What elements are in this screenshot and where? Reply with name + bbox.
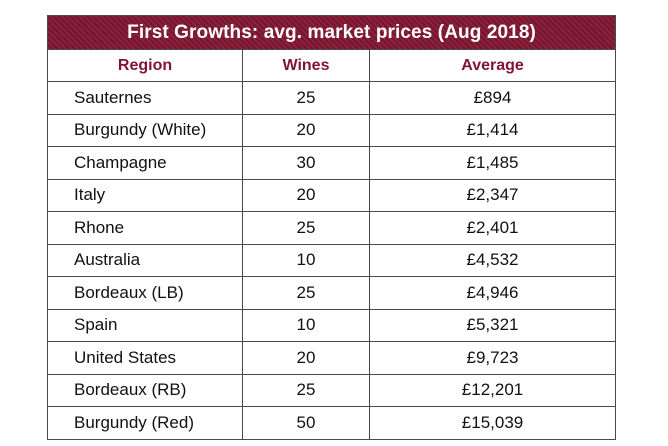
cell-region: Australia bbox=[47, 243, 243, 277]
cell-average: £5,321 bbox=[368, 308, 617, 342]
table-body: Sauternes 25 £894 Burgundy (White) 20 £1,414 C… bbox=[47, 81, 617, 440]
column-header-row: Region Wines Average bbox=[47, 49, 617, 82]
table-row: Australia 10 £4,532 bbox=[47, 243, 617, 277]
table-row: Bordeaux (LB) 25 £4,946 bbox=[47, 276, 617, 310]
table-row: Sauternes 25 £894 bbox=[47, 81, 617, 115]
column-header-region: Region bbox=[47, 49, 243, 82]
cell-average: £2,347 bbox=[368, 178, 617, 212]
cell-wines: 20 bbox=[242, 178, 370, 212]
table-title: First Growths: avg. market prices (Aug 2… bbox=[46, 15, 617, 50]
title-row: First Growths: avg. market prices (Aug 2… bbox=[46, 15, 617, 50]
table-row: Spain 10 £5,321 bbox=[47, 308, 617, 342]
cell-average: £894 bbox=[368, 81, 617, 115]
table-row: Italy 20 £2,347 bbox=[47, 178, 617, 212]
price-table: First Growths: avg. market prices (Aug 2… bbox=[46, 15, 617, 440]
table-row: Burgundy (Red) 50 £15,039 bbox=[47, 406, 617, 440]
cell-wines: 10 bbox=[242, 308, 370, 342]
cell-wines: 20 bbox=[242, 113, 370, 147]
cell-average: £4,532 bbox=[368, 243, 617, 277]
cell-average: £1,414 bbox=[368, 113, 617, 147]
cell-region: Sauternes bbox=[47, 81, 243, 115]
cell-wines: 25 bbox=[242, 373, 370, 407]
column-header-average: Average bbox=[368, 49, 617, 82]
price-table-container: First Growths: avg. market prices (Aug 2… bbox=[46, 15, 617, 440]
cell-wines: 50 bbox=[242, 406, 370, 440]
cell-region: Rhone bbox=[47, 211, 243, 245]
table-row: Rhone 25 £2,401 bbox=[47, 211, 617, 245]
cell-average: £12,201 bbox=[368, 373, 617, 407]
cell-average: £2,401 bbox=[368, 211, 617, 245]
cell-region: Bordeaux (LB) bbox=[47, 276, 243, 310]
cell-region: Italy bbox=[47, 178, 243, 212]
cell-average: £4,946 bbox=[368, 276, 617, 310]
cell-region: Spain bbox=[47, 308, 243, 342]
table-row: Bordeaux (RB) 25 £12,201 bbox=[47, 373, 617, 407]
table-row: United States 20 £9,723 bbox=[47, 341, 617, 375]
cell-wines: 25 bbox=[242, 211, 370, 245]
column-header-wines: Wines bbox=[242, 49, 370, 82]
cell-average: £9,723 bbox=[368, 341, 617, 375]
cell-wines: 10 bbox=[242, 243, 370, 277]
cell-region: Burgundy (Red) bbox=[47, 406, 243, 440]
cell-region: Champagne bbox=[47, 146, 243, 180]
cell-average: £1,485 bbox=[368, 146, 617, 180]
table-row: Burgundy (White) 20 £1,414 bbox=[47, 113, 617, 147]
cell-region: Burgundy (White) bbox=[47, 113, 243, 147]
cell-wines: 20 bbox=[242, 341, 370, 375]
cell-region: United States bbox=[47, 341, 243, 375]
cell-wines: 30 bbox=[242, 146, 370, 180]
cell-wines: 25 bbox=[242, 81, 370, 115]
cell-region: Bordeaux (RB) bbox=[47, 373, 243, 407]
cell-wines: 25 bbox=[242, 276, 370, 310]
table-row: Champagne 30 £1,485 bbox=[47, 146, 617, 180]
cell-average: £15,039 bbox=[368, 406, 617, 440]
